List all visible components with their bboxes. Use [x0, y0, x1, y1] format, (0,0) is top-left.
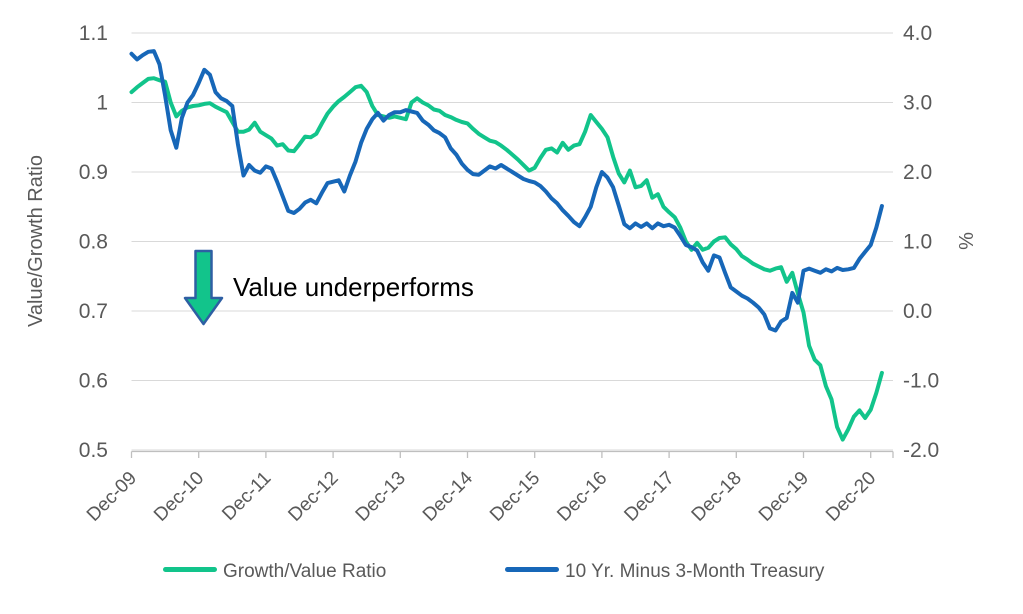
- legend-label-growth-value: Growth/Value Ratio: [223, 561, 386, 582]
- y-left-tick-label: 0.8: [79, 231, 108, 254]
- y-left-tick-label: 0.7: [79, 300, 108, 323]
- x-axis-tick-label: Dec-14: [419, 467, 477, 525]
- y-right-tick-label: 1.0: [903, 231, 932, 254]
- x-axis-tick-label: Dec-15: [486, 468, 544, 526]
- y-left-tick-label: 1.1: [79, 22, 108, 45]
- y-left-tick-label: 0.5: [79, 439, 108, 462]
- series-line-0: [129, 76, 884, 442]
- legend-swatch-growth-value: [163, 567, 217, 572]
- x-axis: [130, 450, 894, 458]
- y-right-tick-label: 3.0: [903, 92, 932, 115]
- y-right-tick-label: 0.0: [903, 300, 932, 323]
- legend-swatch-treasury: [505, 567, 559, 572]
- y-right-tick-label: 2.0: [903, 161, 932, 184]
- gridlines: [131, 32, 893, 451]
- y-right-tick-label: 4.0: [903, 22, 932, 45]
- legend: Growth/Value Ratio 10 Yr. Minus 3-Month …: [163, 561, 825, 582]
- series-line-1: [129, 49, 884, 333]
- y-right-axis-title: %: [956, 232, 978, 250]
- down-arrow-icon: [183, 249, 224, 326]
- y-left-axis-title: Value/Growth Ratio: [25, 155, 47, 327]
- x-axis-tick-label: Dec-20: [822, 468, 880, 526]
- annotation-text: Value underperforms: [233, 272, 474, 302]
- x-axis-tick-label: Dec-17: [620, 468, 678, 526]
- x-axis-tick-label: Dec-18: [688, 468, 746, 526]
- y-left-tick-label: 0.9: [79, 161, 108, 184]
- x-axis-tick-label: Dec-09: [83, 468, 141, 526]
- x-axis-tick-label: Dec-13: [352, 468, 410, 526]
- x-axis-tick-label: Dec-16: [553, 468, 611, 526]
- x-axis-tick-label: Dec-10: [150, 468, 208, 526]
- y-right-tick-label: -2.0: [903, 439, 939, 462]
- x-axis-tick-label: Dec-19: [755, 468, 813, 526]
- y-left-tick-label: 0.6: [79, 370, 108, 393]
- x-axis-tick-label: Dec-11: [218, 468, 275, 525]
- legend-label-treasury: 10 Yr. Minus 3-Month Treasury: [565, 561, 825, 582]
- y-right-tick-label: -1.0: [903, 370, 939, 393]
- y-left-tick-label: 1: [96, 92, 108, 115]
- x-axis-tick-label: Dec-12: [284, 468, 342, 526]
